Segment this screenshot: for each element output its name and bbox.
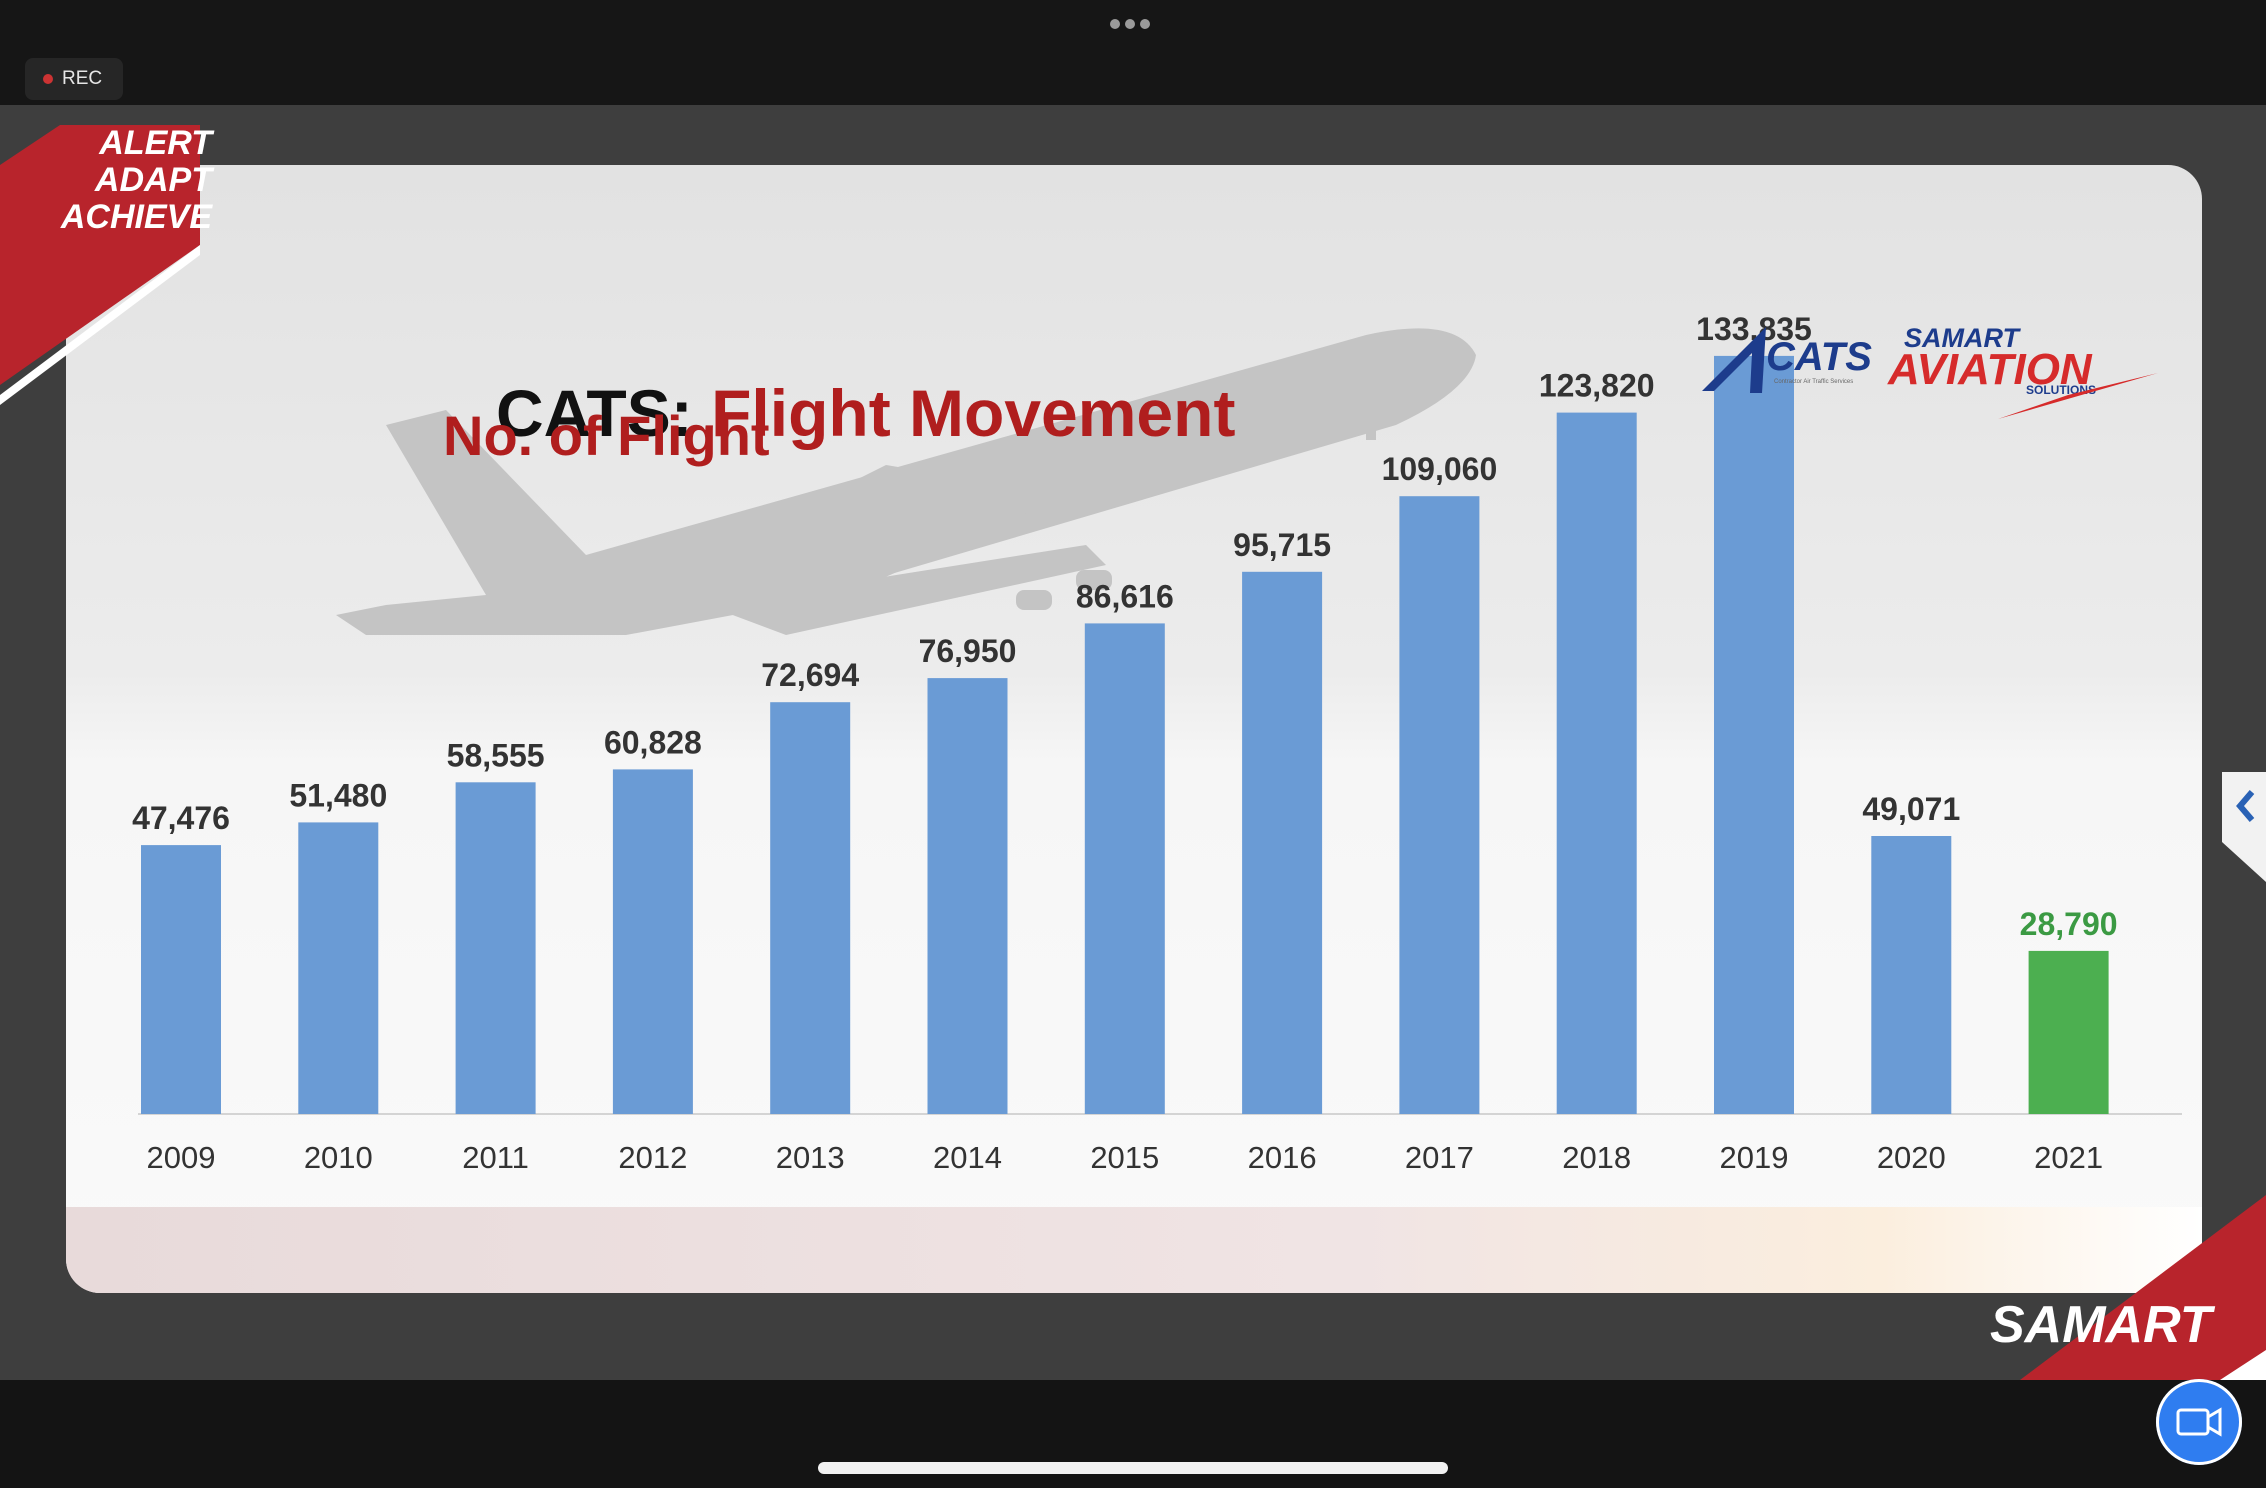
chart-title: No. of Flight [443, 404, 770, 467]
samart-footer-logo: SAMART [1990, 1296, 2212, 1354]
bar-2009 [141, 845, 221, 1114]
samart-logo-main: AVIATION [1888, 345, 2092, 394]
presentation-slide: 47,476 2009 51,480 2010 58,555 2011 60,828 2012… [66, 165, 2202, 1293]
corner-ribbon [0, 125, 200, 405]
badge-line: ADAPT [94, 161, 212, 199]
shared-screen: 47,476 2009 51,480 2010 58,555 2011 60,828 2012… [0, 105, 2266, 1380]
badge-line: ACHIEVE [60, 198, 212, 236]
data-label-2012: 60,828 [604, 724, 702, 760]
record-dot-icon [43, 74, 53, 84]
side-panel-tab[interactable] [2222, 772, 2266, 882]
cats-swoosh-icon [1702, 327, 1766, 393]
bar-2019 [1714, 355, 1794, 1114]
x-tick-label-2019: 2019 [1720, 1140, 1789, 1175]
corner-ribbon-bottom [2020, 1195, 2266, 1380]
title-prefix: CATS: [496, 376, 693, 450]
x-tick-label-2017: 2017 [1405, 1140, 1474, 1175]
cats-logo: CATS Contractor Air Traffic Services [1702, 323, 1872, 398]
x-tick-label-2012: 2012 [618, 1140, 687, 1175]
cats-logo-tagline: Contractor Air Traffic Services [1774, 379, 1854, 385]
recording-indicator: REC [25, 58, 123, 100]
data-label-2017: 109,060 [1382, 451, 1498, 487]
data-label-2009: 47,476 [132, 800, 230, 836]
bar-chart: 47,476 2009 51,480 2010 58,555 2011 60,828 2012… [132, 311, 2182, 1175]
rec-label: REC [62, 68, 103, 89]
x-tick-label-2015: 2015 [1090, 1140, 1159, 1175]
more-options-icon[interactable] [1110, 16, 1156, 32]
bar-2015 [1084, 623, 1165, 1114]
data-label-2013: 72,694 [761, 657, 859, 693]
title-main: Flight Movement [711, 376, 1236, 450]
home-indicator[interactable] [818, 1462, 1448, 1474]
bar-2018 [1556, 412, 1637, 1115]
bar-2010 [298, 822, 379, 1114]
data-label-2016: 95,715 [1233, 527, 1331, 563]
bar-2012 [612, 769, 693, 1114]
data-label-2011: 58,555 [447, 737, 545, 773]
slide-title: CATS: Flight Movement [496, 375, 1235, 451]
data-label-2015: 86,616 [1076, 578, 1174, 614]
airplane-silhouette-icon [336, 328, 1476, 635]
cats-logo-text: CATS [1766, 335, 1872, 379]
badge-line: ALERT [99, 124, 212, 162]
x-tick-label-2013: 2013 [776, 1140, 845, 1175]
data-label-2014: 76,950 [919, 633, 1017, 669]
x-tick-label-2009: 2009 [147, 1140, 216, 1175]
camera-button[interactable] [2156, 1379, 2242, 1465]
bar-2021 [2028, 950, 2109, 1114]
top-bar: REC [0, 0, 2266, 105]
x-tick-label-2011: 2011 [462, 1140, 529, 1175]
slide-bottom-band [66, 1207, 2202, 1293]
bar-2013 [770, 702, 851, 1114]
bar-2011 [455, 782, 536, 1114]
alert-adapt-achieve-badge: ALERT ADAPT ACHIEVE [22, 125, 212, 236]
data-label-2018: 123,820 [1539, 368, 1655, 404]
samart-logo-top: SAMART [1904, 323, 2020, 353]
data-label-2021: 28,790 [2020, 906, 2118, 942]
chevron-left-icon [2236, 790, 2255, 822]
x-tick-label-2020: 2020 [1877, 1140, 1946, 1175]
x-tick-label-2014: 2014 [933, 1140, 1002, 1175]
x-tick-label-2018: 2018 [1562, 1140, 1631, 1175]
x-tick-label-2010: 2010 [304, 1140, 373, 1175]
video-camera-icon [2176, 1407, 2222, 1437]
x-tick-label-2021: 2021 [2034, 1140, 2103, 1175]
x-tick-label-2016: 2016 [1248, 1140, 1317, 1175]
bar-2020 [1871, 836, 1952, 1114]
data-label-2020: 49,071 [1862, 791, 1960, 827]
bar-2016 [1242, 571, 1323, 1114]
bar-2014 [927, 678, 1008, 1114]
data-label-2010: 51,480 [289, 777, 387, 813]
bar-2017 [1399, 496, 1480, 1114]
samart-arrow-icon [1998, 373, 2158, 419]
